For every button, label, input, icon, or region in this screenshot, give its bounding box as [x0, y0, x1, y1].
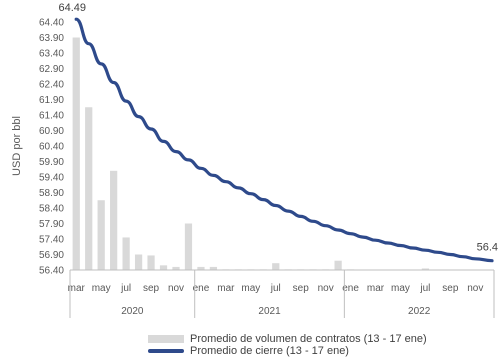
- x-tick-label: nov: [318, 283, 334, 294]
- close-price-series-line: [74, 17, 494, 263]
- y-axis: 64.40 63.90 63.40 62.90 62.40 61.90 61.40 60.90…: [39, 18, 64, 277]
- volume-bar: [147, 255, 155, 270]
- x-tick-label: mar: [367, 283, 385, 294]
- legend-label-close: Promedio de cierre (13 - 17 ene): [190, 345, 349, 357]
- year-label: 2021: [258, 306, 281, 317]
- volume-bar: [197, 266, 205, 270]
- y-tick-label: 63.90: [39, 33, 64, 44]
- x-tick-label: jul: [270, 283, 281, 294]
- volume-bar: [72, 37, 80, 270]
- y-tick-label: 59.90: [39, 157, 64, 168]
- y-tick-label: 60.90: [39, 126, 64, 137]
- y-tick-label: 63.40: [39, 49, 64, 60]
- x-tick-label: jul: [419, 283, 430, 294]
- x-tick-label: mar: [68, 283, 86, 294]
- volume-bar: [134, 254, 143, 270]
- x-axis: mar may jul sep nov ene mar may jul sep nov ene mar m…: [68, 269, 495, 318]
- legend-label-volume: Promedio de volumen de contratos (13 - 1…: [190, 333, 427, 345]
- y-tick-label: 58.40: [39, 204, 64, 215]
- volume-bar: [172, 266, 180, 270]
- legend-item-volume: Promedio de volumen de contratos (13 - 1…: [148, 333, 427, 345]
- y-tick-label: 59.40: [39, 173, 64, 184]
- y-tick-label: 61.40: [39, 111, 64, 122]
- x-tick-label: nov: [467, 283, 483, 294]
- y-tick-label: 56.40: [39, 266, 64, 277]
- volume-bars: [72, 37, 492, 271]
- x-tick-label: sep: [143, 283, 160, 294]
- volume-bar: [85, 107, 93, 270]
- y-tick-label: 62.90: [39, 64, 64, 75]
- legend-item-close: Promedio de cierre (13 - 17 ene): [148, 345, 427, 357]
- annotations: 64.49 56.4: [58, 2, 498, 254]
- volume-bar: [110, 170, 118, 270]
- y-tick-label: 58.90: [39, 188, 64, 199]
- y-tick-label: 64.40: [39, 18, 64, 29]
- volume-bar: [97, 200, 105, 270]
- volume-bar: [209, 266, 218, 270]
- y-tick-label: 61.90: [39, 95, 64, 106]
- y-tick-label: 62.40: [39, 80, 64, 91]
- x-tick-label: jul: [120, 283, 131, 294]
- y-tick-label: 56.90: [39, 250, 64, 261]
- y-axis-label: USD por bbl: [11, 116, 23, 176]
- legend-swatch-close: [148, 349, 184, 353]
- x-tick-label: mar: [217, 283, 235, 294]
- volume-bar: [159, 265, 168, 270]
- volume-bar: [334, 260, 342, 270]
- year-label: 2020: [121, 306, 144, 317]
- volume-bar: [184, 223, 193, 270]
- legend: Promedio de volumen de contratos (13 - 1…: [148, 333, 427, 357]
- x-tick-label: ene: [193, 283, 210, 294]
- data-label: 64.49: [58, 2, 86, 14]
- x-tick-label: sep: [442, 283, 459, 294]
- x-tick-label: may: [391, 283, 410, 294]
- volume-bar: [272, 263, 280, 270]
- volume-bar: [421, 268, 430, 270]
- year-label: 2022: [408, 306, 431, 317]
- y-tick-label: 57.40: [39, 235, 64, 246]
- y-tick-label: 60.40: [39, 142, 64, 153]
- x-tick-label: sep: [293, 283, 310, 294]
- y-tick-label: 57.90: [39, 219, 64, 230]
- x-tick-label: may: [241, 283, 260, 294]
- legend-swatch-volume: [148, 335, 184, 343]
- x-tick-label: may: [92, 283, 111, 294]
- volume-bar: [122, 237, 130, 270]
- x-tick-label: nov: [168, 283, 184, 294]
- data-label: 56.4: [477, 242, 498, 254]
- x-tick-label: ene: [342, 283, 359, 294]
- close-price-line: [74, 17, 494, 263]
